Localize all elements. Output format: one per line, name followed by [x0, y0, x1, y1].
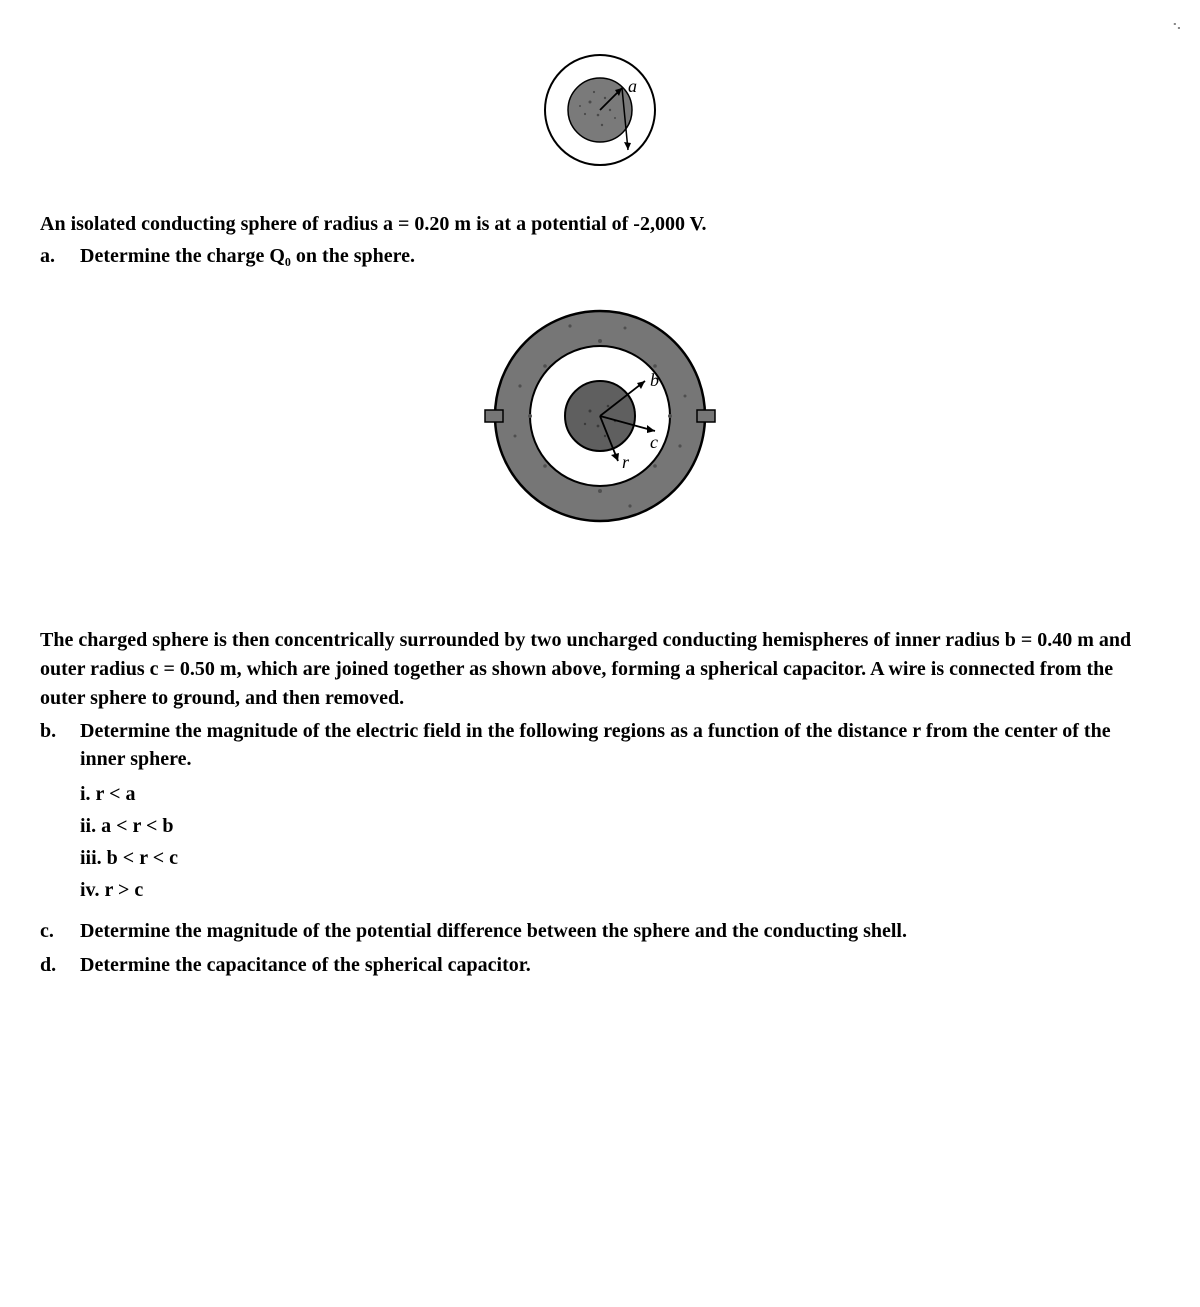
figure-1-container: a	[40, 30, 1160, 190]
part-b-sublist: i. r < a ii. a < r < b iii. b < r < c iv…	[80, 779, 1160, 905]
figure-1-sphere: a	[520, 30, 680, 190]
label-b: b	[650, 370, 659, 390]
part-a-text: Determine the charge Q₀ on the sphere.	[80, 242, 1160, 270]
figure-2-container: b c r	[40, 286, 1160, 546]
part-b: b. Determine the magnitude of the electr…	[40, 717, 1160, 773]
part-c-text: Determine the magnitude of the potential…	[80, 917, 1160, 945]
part-b-i: i. r < a	[80, 779, 1160, 809]
part-b-ii: ii. a < r < b	[80, 811, 1160, 841]
part-b-text: Determine the magnitude of the electric …	[80, 717, 1160, 773]
figure-2-capacitor: b c r	[470, 286, 730, 546]
intro-text: An isolated conducting sphere of radius …	[40, 210, 1160, 238]
part-b-letter: b.	[40, 717, 80, 773]
part-c: c. Determine the magnitude of the potent…	[40, 917, 1160, 945]
part-c-letter: c.	[40, 917, 80, 945]
label-a: a	[628, 76, 637, 96]
part-d: d. Determine the capacitance of the sphe…	[40, 951, 1160, 979]
part-b-iv: iv. r > c	[80, 875, 1160, 905]
scan-artifact: ⠢	[1172, 18, 1182, 35]
part-d-text: Determine the capacitance of the spheric…	[80, 951, 1160, 979]
middle-paragraph: The charged sphere is then concentricall…	[40, 626, 1160, 713]
part-b-iii: iii. b < r < c	[80, 843, 1160, 873]
label-c: c	[650, 432, 658, 452]
part-a: a. Determine the charge Q₀ on the sphere…	[40, 242, 1160, 270]
part-a-letter: a.	[40, 242, 80, 270]
label-r: r	[622, 452, 630, 472]
part-d-letter: d.	[40, 951, 80, 979]
